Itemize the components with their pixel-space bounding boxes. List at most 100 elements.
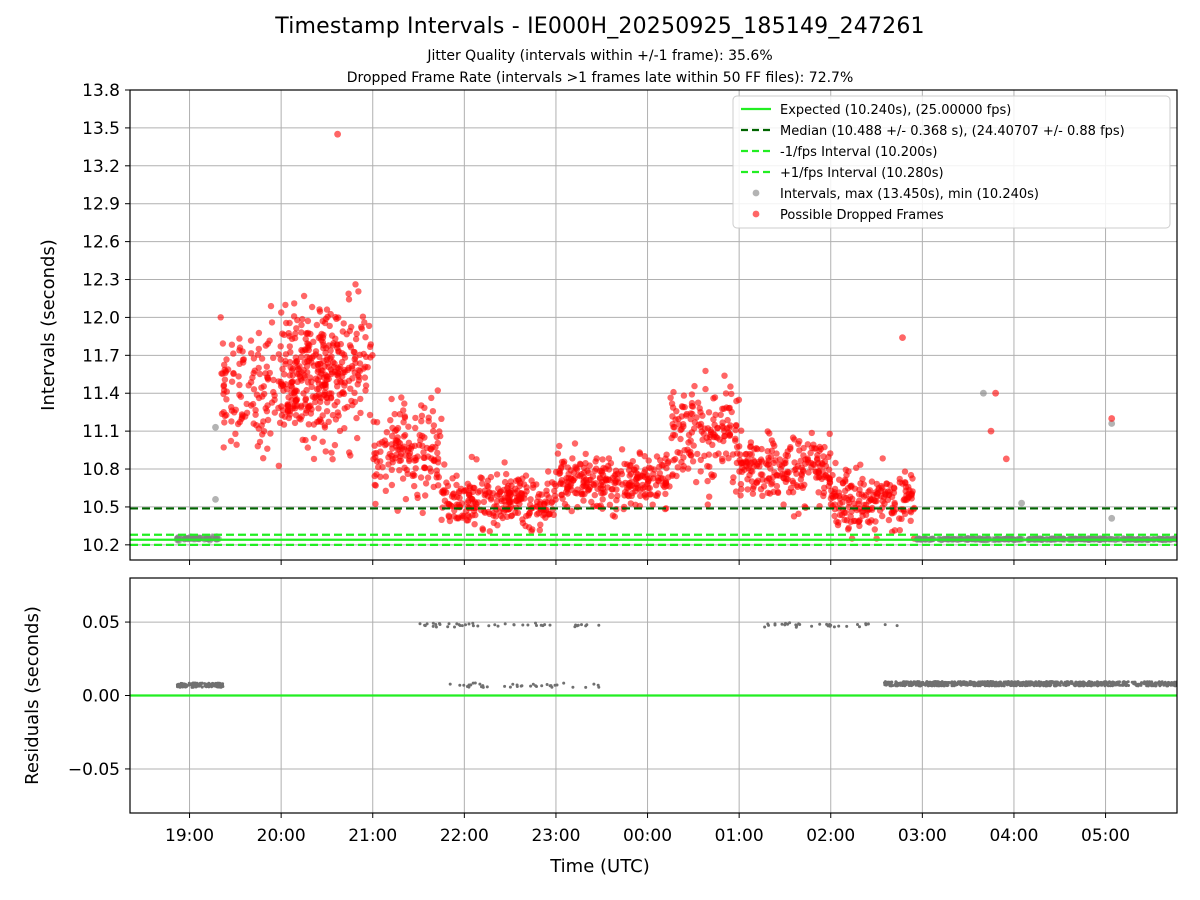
residual-point: [418, 622, 422, 626]
dropped-frame-point: [487, 496, 495, 503]
residual-point: [1179, 684, 1182, 687]
dropped-frame-point: [483, 482, 491, 490]
dropped-frame-point: [277, 343, 284, 350]
dropped-frame-point: [357, 395, 364, 403]
dropped-frame-point: [258, 422, 265, 429]
dropped-frame-point: [388, 481, 396, 489]
x-tick-label: 20:00: [257, 826, 306, 846]
dropped-frame-point: [831, 512, 838, 520]
dropped-frame-point: [448, 493, 456, 500]
dropped-frame-point: [238, 415, 245, 423]
residual-point: [458, 624, 462, 627]
dropped-frame-point: [670, 423, 677, 431]
dropped-frame-point: [220, 383, 227, 390]
dropped-frame-point: [523, 488, 530, 495]
dropped-frame-point: [401, 431, 409, 439]
residual-point: [930, 681, 934, 684]
dropped-frame-point: [394, 446, 402, 453]
dropped-frame-point: [304, 379, 312, 386]
dropped-frame-point: [291, 300, 298, 307]
dropped-frame-point: [677, 435, 684, 443]
residual-point: [191, 683, 194, 687]
dropped-frame-point: [393, 437, 400, 444]
dropped-frame-point: [826, 479, 833, 486]
dropped-frame-point: [744, 486, 751, 493]
dropped-frame-point: [738, 427, 745, 434]
legend-entry: +1/fps Interval (10.280s): [780, 166, 944, 181]
dropped-frame-point: [223, 356, 230, 363]
dropped-frame-point: [341, 405, 348, 412]
dropped-frame-point: [868, 478, 876, 485]
dropped-frame-point: [353, 330, 360, 337]
dropped-frame-point: [418, 418, 425, 425]
residual-point: [1135, 684, 1139, 688]
dropped-frame-point: [234, 420, 242, 428]
dropped-frame-point: [820, 453, 827, 460]
residual-point: [1122, 681, 1126, 685]
dropped-frame-point: [557, 480, 564, 488]
dropped-frame-point: [361, 374, 369, 381]
residual-point: [977, 680, 981, 684]
dropped-frame-point: [691, 425, 698, 432]
dropped-frame-point: [630, 466, 638, 473]
residual-point: [515, 685, 519, 688]
residual-point: [910, 684, 913, 688]
dropped-frame-point: [508, 512, 516, 519]
dropped-frame-point: [298, 353, 305, 361]
dropped-frame-point: [486, 528, 493, 535]
dropped-frame-point: [289, 403, 297, 410]
dropped-frame-point: [789, 477, 796, 485]
dropped-frame-point: [446, 517, 454, 525]
residual-point: [1146, 684, 1150, 688]
residual-point: [1049, 682, 1053, 686]
dropped-frame-point: [789, 489, 797, 496]
dropped-frame-point: [685, 465, 692, 472]
dropped-frame-point: [705, 409, 713, 416]
residual-point: [1086, 680, 1090, 684]
dropped-frame-point: [474, 489, 482, 496]
residual-point: [540, 684, 544, 688]
dropped-frame-point: [551, 487, 558, 495]
dropped-frame-point: [303, 386, 310, 394]
residual-point: [940, 680, 944, 684]
dropped-frame-point: [596, 475, 604, 482]
dropped-frame-point: [885, 516, 893, 524]
dropped-frame-point: [883, 480, 890, 487]
dropped-frame-point: [844, 526, 852, 533]
dropped-frame-point: [676, 449, 683, 457]
dropped-frame-point: [1108, 415, 1116, 422]
dropped-frame-point: [230, 350, 237, 357]
dropped-frame-point: [362, 353, 370, 360]
dropped-frame-point: [669, 404, 677, 411]
dropped-frame-point: [328, 370, 335, 378]
dropped-frame-point: [297, 375, 305, 382]
residual-point: [1163, 682, 1167, 686]
residual-point: [1085, 683, 1089, 687]
dropped-frame-point: [398, 394, 405, 401]
dropped-frame-point: [591, 491, 598, 499]
dropped-frame-point: [370, 418, 377, 425]
x-tick-label: 00:00: [623, 826, 672, 846]
dropped-frame-point: [858, 508, 866, 515]
dropped-frame-point: [340, 320, 347, 327]
dropped-frame-point: [573, 464, 580, 472]
dropped-frame-point: [891, 485, 898, 492]
residual-point: [766, 622, 770, 626]
residual-point: [837, 624, 841, 628]
dropped-frame-point: [888, 528, 896, 536]
dropped-frame-point: [599, 456, 606, 463]
residual-point: [1137, 682, 1141, 686]
y-tick-label: 12.3: [82, 271, 120, 291]
residual-point: [184, 682, 187, 686]
dropped-frame-point: [286, 333, 293, 340]
residual-point: [218, 685, 222, 689]
dropped-frame-point: [305, 421, 312, 428]
dropped-frame-point: [641, 469, 648, 476]
dropped-frame-point: [785, 469, 792, 476]
dropped-frame-point: [992, 389, 999, 397]
dropped-frame-point: [721, 432, 728, 440]
residual-point: [964, 682, 968, 685]
dropped-frame-point: [382, 487, 389, 494]
dropped-frame-point: [663, 464, 670, 472]
dropped-frame-point: [693, 478, 700, 486]
